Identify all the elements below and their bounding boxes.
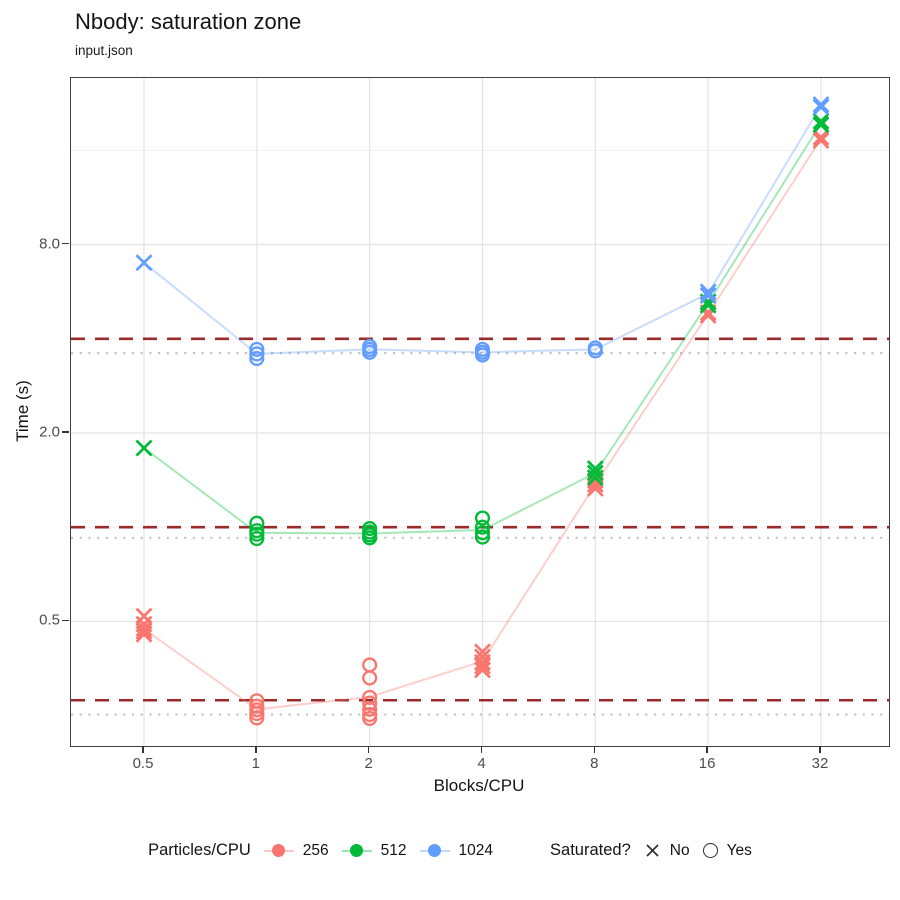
shape-legend-title: Saturated?: [550, 841, 631, 859]
data-point-circle-256: [362, 701, 378, 717]
x-tick-mark: [142, 746, 144, 753]
y-tick-label: 8.0: [39, 235, 60, 253]
data-point-circle-512: [474, 510, 491, 526]
x-tick-mark: [593, 746, 596, 753]
data-point-circle-1024: [362, 344, 378, 360]
data-point-x-256: [135, 607, 153, 625]
plot-canvas: [71, 78, 889, 746]
x-tick-label: 2: [364, 755, 373, 772]
data-point-x-1024: [812, 96, 830, 114]
legend-label-1024: 1024: [458, 841, 494, 859]
data-point-circle-256: [362, 710, 378, 726]
y-tick-label: 0.5: [39, 611, 60, 629]
data-point-circle-256: [362, 670, 378, 686]
data-point-circle-512: [474, 519, 491, 535]
legend-label-yes: Yes: [726, 841, 752, 859]
data-point-x-512: [135, 439, 153, 457]
x-tick-label: 4: [477, 755, 486, 772]
x-tick-label: 16: [698, 755, 716, 772]
x-tick-label: 32: [811, 755, 829, 772]
chart-subtitle: input.json: [75, 43, 133, 58]
x-tick-mark: [819, 746, 821, 753]
data-point-x-256: [474, 653, 491, 671]
data-point-x-1024: [699, 283, 717, 301]
data-point-x-1024: [699, 287, 717, 304]
chart-title: Nbody: saturation zone: [75, 9, 302, 34]
data-point-circle-1024: [587, 343, 603, 359]
legend: Particles/CPU 256 512 1024 Saturated?: [0, 841, 900, 860]
y-axis-title: Time (s): [13, 380, 32, 442]
legend-label-256: 256: [302, 841, 329, 859]
legend-key-512: [341, 842, 372, 859]
legend-label-no: No: [669, 841, 690, 859]
data-point-circle-1024: [249, 341, 265, 357]
legend-entry-512: 512: [341, 841, 407, 860]
legend-key-dot-icon: [271, 844, 285, 857]
legend-label-512: 512: [380, 841, 407, 859]
data-point-x-256: [474, 657, 491, 675]
legend-key-1024: [419, 842, 450, 859]
data-point-circle-1024: [474, 347, 491, 363]
x-tick-mark: [706, 746, 708, 753]
data-point-circle-512: [249, 515, 265, 531]
data-point-x-512: [586, 469, 604, 487]
legend-key-256: [263, 842, 294, 859]
data-point-x-512: [586, 464, 604, 482]
data-point-x-256: [135, 625, 153, 643]
data-point-circle-512: [362, 530, 378, 546]
x-tick-mark: [255, 746, 257, 753]
data-point-circle-1024: [249, 346, 265, 362]
plot-panel: [70, 77, 890, 747]
legend-key-dot-icon: [427, 844, 441, 857]
data-point-circle-512: [249, 526, 265, 542]
data-point-x-1024: [812, 98, 830, 116]
data-point-x-256: [812, 132, 830, 149]
legend-entry-not-saturated: No: [644, 842, 690, 860]
data-point-x-512: [812, 116, 830, 134]
x-tick-mark: [480, 746, 483, 753]
y-tick-mark: [62, 431, 69, 433]
color-legend-title: Particles/CPU: [148, 841, 251, 859]
x-tick-mark: [367, 746, 370, 753]
data-point-x-256: [586, 472, 604, 489]
data-point-x-256: [812, 128, 830, 146]
data-point-circle-512: [474, 525, 491, 541]
legend-entry-saturated: Yes: [702, 841, 752, 860]
data-point-circle-1024: [249, 350, 265, 367]
data-point-x-256: [474, 661, 491, 679]
y-tick-mark: [62, 619, 69, 622]
legend-key-dot-icon: [349, 844, 363, 857]
data-point-circle-256: [362, 695, 378, 711]
x-tick-label: 8: [590, 755, 599, 772]
legend-entry-256: 256: [263, 841, 329, 860]
data-point-x-256: [135, 619, 153, 637]
y-tick-mark: [62, 242, 69, 245]
data-point-circle-512: [249, 531, 265, 547]
x-marker-icon: [646, 844, 659, 857]
circle-marker-icon: [702, 843, 718, 858]
legend-entry-1024: 1024: [419, 841, 494, 860]
data-point-circle-256: [249, 705, 265, 722]
data-point-circle-512: [474, 529, 491, 545]
x-tick-label: 0.5: [132, 755, 154, 772]
data-point-circle-256: [249, 710, 265, 726]
y-tick-label: 2.0: [39, 423, 60, 441]
x-tick-label: 1: [251, 755, 260, 772]
x-axis-title: Blocks/CPU: [433, 776, 525, 795]
data-point-x-512: [812, 112, 830, 130]
data-point-x-1024: [135, 254, 153, 272]
data-point-x-256: [135, 622, 153, 640]
